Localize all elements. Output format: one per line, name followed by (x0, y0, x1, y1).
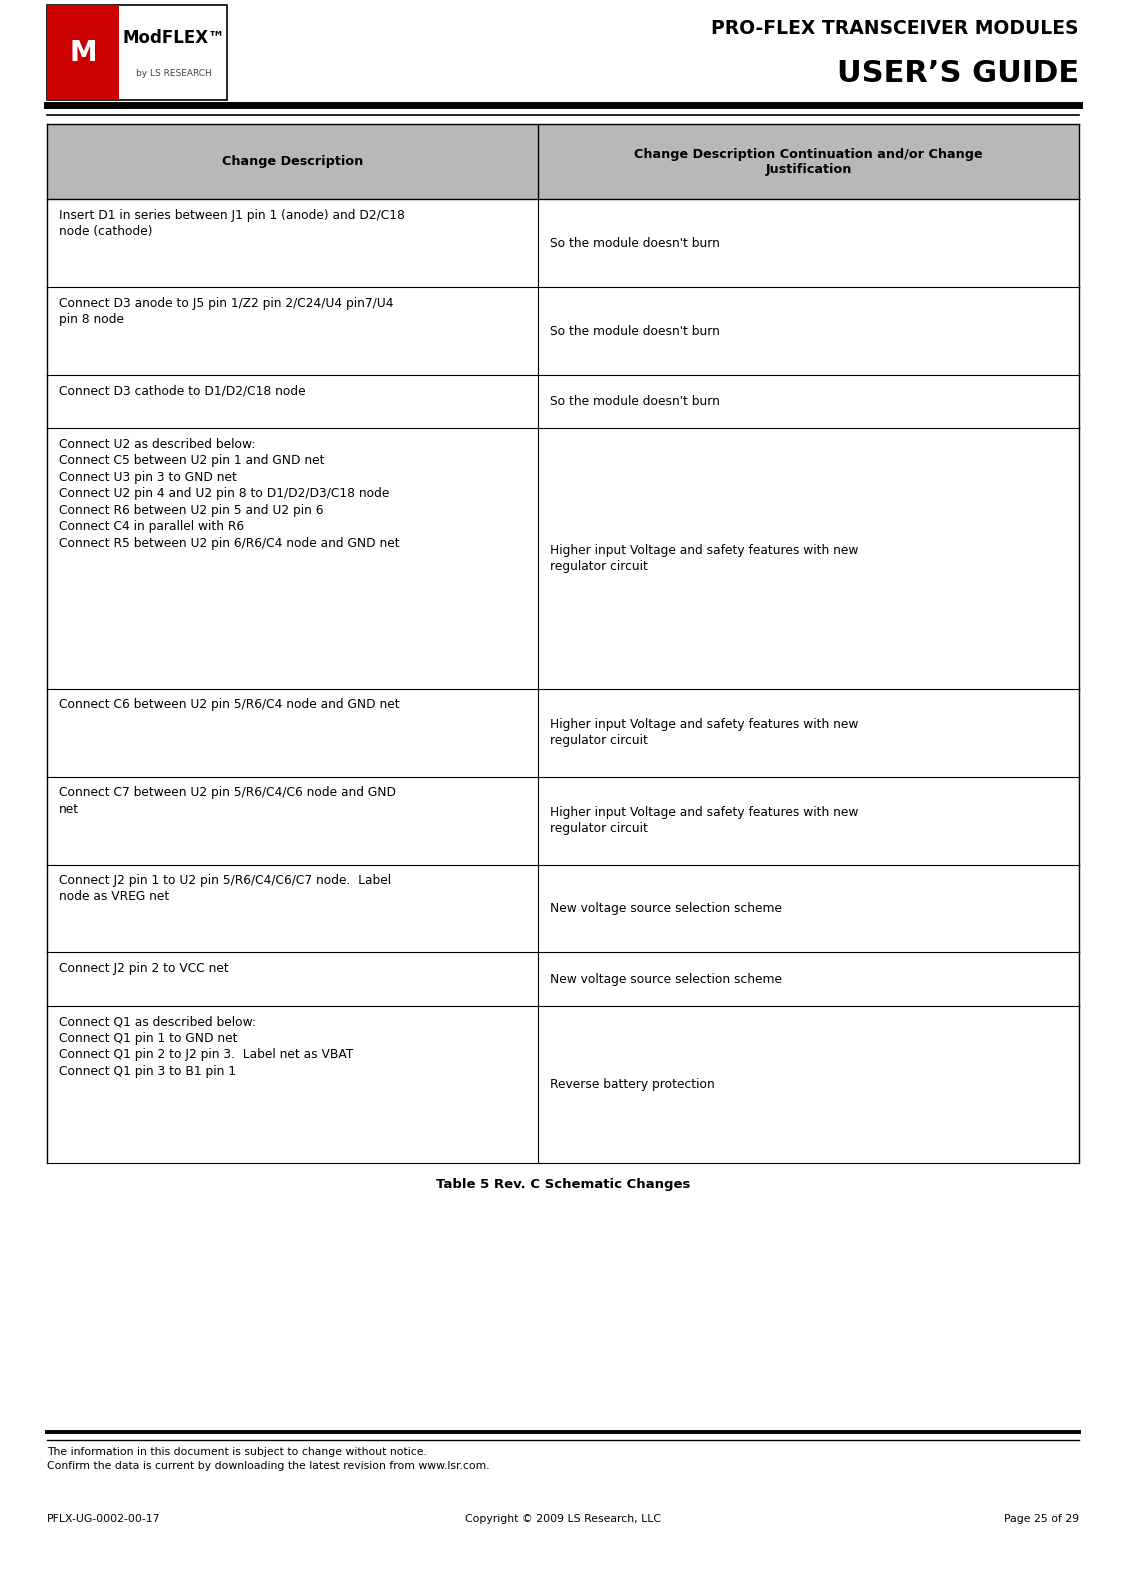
Text: Higher input Voltage and safety features with new
regulator circuit: Higher input Voltage and safety features… (549, 719, 858, 747)
Bar (47, 5, 119, 100)
Text: M: M (70, 39, 97, 66)
Text: New voltage source selection scheme: New voltage source selection scheme (549, 973, 781, 985)
Text: Copyright © 2009 LS Research, LLC: Copyright © 2009 LS Research, LLC (465, 1514, 661, 1523)
Text: The information in this document is subject to change without notice.: The information in this document is subj… (47, 1447, 427, 1456)
Text: Confirm the data is current by downloading the latest revision from www.lsr.com.: Confirm the data is current by downloadi… (47, 1461, 490, 1470)
Text: Connect J2 pin 2 to VCC net: Connect J2 pin 2 to VCC net (59, 962, 229, 974)
Bar (47, 199, 1079, 287)
Text: PFLX-UG-0002-00-17: PFLX-UG-0002-00-17 (47, 1514, 161, 1523)
Text: Connect D3 anode to J5 pin 1/Z2 pin 2/C24/U4 pin7/U4
pin 8 node: Connect D3 anode to J5 pin 1/Z2 pin 2/C2… (59, 297, 393, 326)
Text: New voltage source selection scheme: New voltage source selection scheme (549, 902, 781, 915)
Text: ModFLEX™: ModFLEX™ (122, 30, 225, 47)
Text: Insert D1 in series between J1 pin 1 (anode) and D2/C18
node (cathode): Insert D1 in series between J1 pin 1 (an… (59, 209, 404, 238)
Bar (47, 5, 227, 100)
Bar (47, 375, 1079, 428)
Text: Change Description Continuation and/or Change
Justification: Change Description Continuation and/or C… (634, 147, 983, 176)
Bar (47, 777, 1079, 865)
Text: Reverse battery protection: Reverse battery protection (549, 1078, 714, 1090)
Text: Table 5 Rev. C Schematic Changes: Table 5 Rev. C Schematic Changes (436, 1178, 690, 1191)
Bar (47, 428, 1079, 689)
Text: by LS RESEARCH: by LS RESEARCH (135, 69, 212, 78)
Bar (47, 1006, 1079, 1163)
Text: PRO-FLEX TRANSCEIVER MODULES: PRO-FLEX TRANSCEIVER MODULES (712, 19, 1079, 38)
Bar (47, 689, 1079, 777)
Text: So the module doesn't burn: So the module doesn't burn (549, 325, 720, 337)
Text: Higher input Voltage and safety features with new
regulator circuit: Higher input Voltage and safety features… (549, 544, 858, 573)
Text: Higher input Voltage and safety features with new
regulator circuit: Higher input Voltage and safety features… (549, 806, 858, 835)
Text: Page 25 of 29: Page 25 of 29 (1003, 1514, 1079, 1523)
Text: Connect Q1 as described below:
Connect Q1 pin 1 to GND net
Connect Q1 pin 2 to J: Connect Q1 as described below: Connect Q… (59, 1015, 352, 1078)
Text: Connect C7 between U2 pin 5/R6/C4/C6 node and GND
net: Connect C7 between U2 pin 5/R6/C4/C6 nod… (59, 786, 395, 816)
Text: Change Description: Change Description (222, 155, 364, 168)
Bar (47, 287, 1079, 375)
Text: So the module doesn't burn: So the module doesn't burn (549, 395, 720, 408)
Bar (47, 952, 1079, 1006)
Bar (47, 124, 1079, 199)
Text: Connect C6 between U2 pin 5/R6/C4 node and GND net: Connect C6 between U2 pin 5/R6/C4 node a… (59, 698, 400, 711)
Text: Connect U2 as described below:
Connect C5 between U2 pin 1 and GND net
Connect U: Connect U2 as described below: Connect C… (59, 438, 400, 549)
Text: Connect D3 cathode to D1/D2/C18 node: Connect D3 cathode to D1/D2/C18 node (59, 384, 305, 397)
Bar (47, 865, 1079, 952)
Text: So the module doesn't burn: So the module doesn't burn (549, 237, 720, 249)
Text: USER’S GUIDE: USER’S GUIDE (837, 60, 1079, 88)
Text: Connect J2 pin 1 to U2 pin 5/R6/C4/C6/C7 node.  Label
node as VREG net: Connect J2 pin 1 to U2 pin 5/R6/C4/C6/C7… (59, 874, 391, 904)
